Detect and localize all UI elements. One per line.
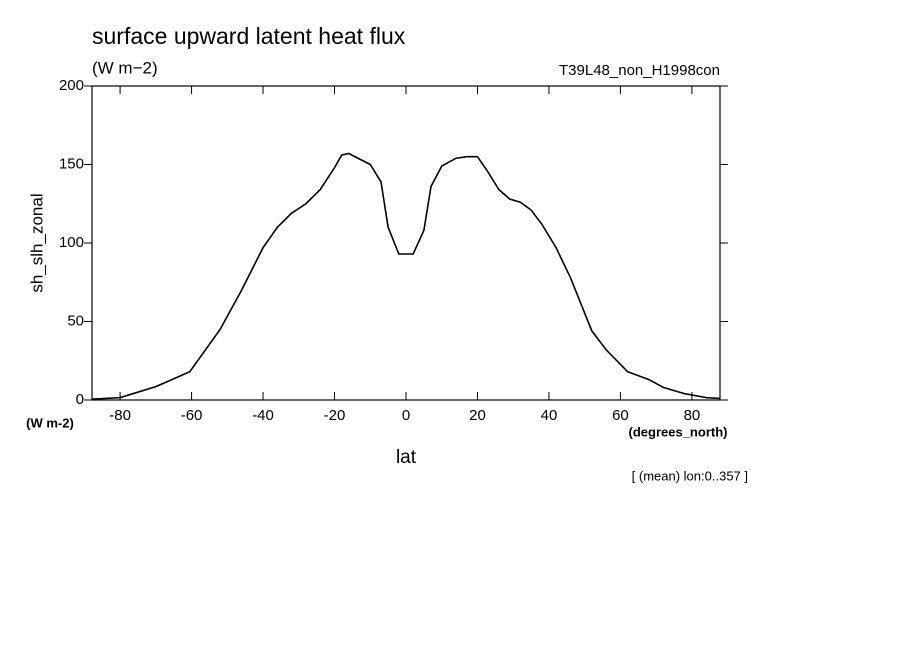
x-tick-label: -80 bbox=[109, 407, 131, 424]
y-axis-label: sh_slh_zonal bbox=[27, 193, 46, 292]
x-axis-label: lat bbox=[396, 447, 417, 468]
x-tick-label: 40 bbox=[541, 407, 558, 424]
data-line bbox=[91, 152, 721, 401]
chart-subtitle: (W m−2) bbox=[92, 58, 158, 77]
x-tick-label: -60 bbox=[181, 407, 203, 424]
run-label: T39L48_non_H1998con bbox=[559, 62, 720, 79]
x-tick-label: -20 bbox=[324, 407, 346, 424]
note: [ (mean) lon:0..357 ] bbox=[632, 468, 748, 483]
x-tick-label: 20 bbox=[469, 407, 486, 424]
y-tick-label: 50 bbox=[67, 312, 84, 329]
chart-title: surface upward latent heat flux bbox=[92, 23, 406, 49]
y-tick-label: 100 bbox=[59, 234, 84, 251]
x-unit: (degrees_north) bbox=[629, 424, 728, 439]
y-unit: (W m-2) bbox=[26, 415, 74, 430]
y-tick-label: 200 bbox=[59, 77, 84, 94]
y-tick-label: 0 bbox=[76, 391, 84, 408]
y-tick-label: 150 bbox=[59, 155, 84, 172]
x-tick-label: 60 bbox=[612, 407, 629, 424]
x-tick-label: -40 bbox=[252, 407, 274, 424]
x-tick-label: 80 bbox=[684, 407, 701, 424]
x-tick-label: 0 bbox=[402, 407, 410, 424]
